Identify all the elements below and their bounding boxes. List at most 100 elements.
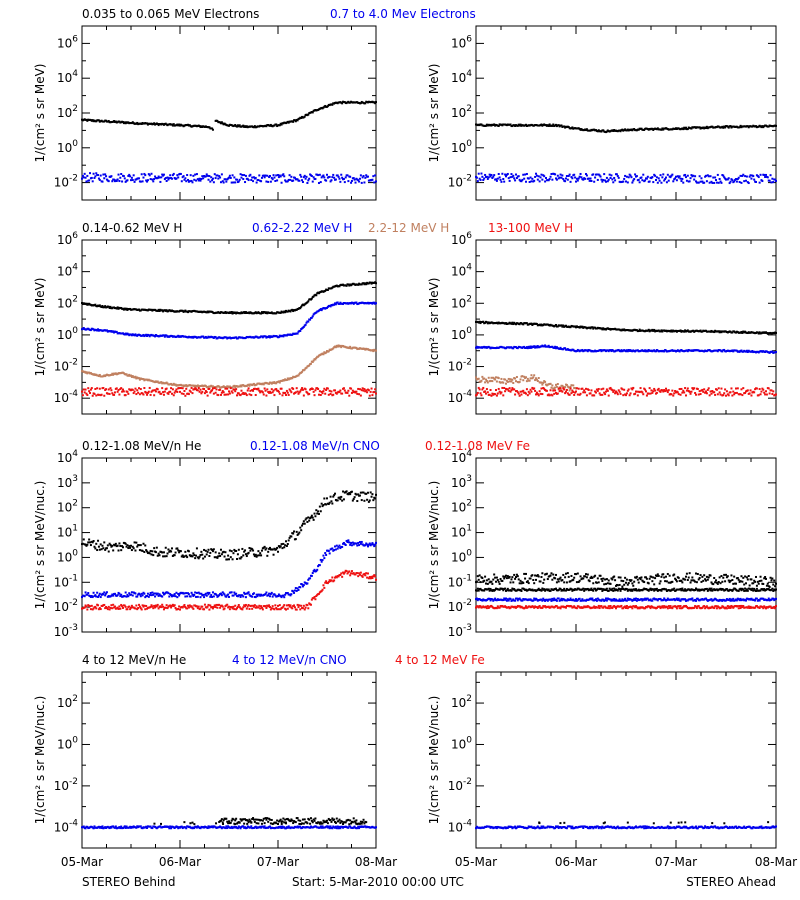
data-point [198, 125, 201, 128]
data-point [139, 544, 142, 547]
data-point [110, 373, 113, 376]
data-point [230, 181, 233, 184]
data-point [193, 554, 196, 557]
data-point [657, 177, 660, 180]
data-point [735, 178, 737, 181]
data-point [341, 392, 344, 395]
data-point [230, 591, 233, 594]
data-point [670, 329, 673, 332]
data-point [185, 554, 188, 557]
data-point [270, 591, 273, 594]
data-point [235, 549, 238, 552]
data-point [307, 113, 310, 116]
y-tick-label: 100 [57, 326, 78, 342]
data-point [707, 175, 710, 178]
data-point [256, 595, 259, 598]
data-point [235, 608, 238, 611]
data-point [103, 394, 106, 397]
data-point [573, 393, 576, 396]
data-point [142, 333, 145, 336]
data-point [255, 181, 258, 184]
data-point [168, 595, 171, 598]
data-point [332, 347, 335, 350]
data-point [487, 376, 490, 379]
data-point [366, 545, 369, 548]
data-point [275, 312, 278, 315]
data-point [98, 607, 101, 610]
series-black-0 [81, 100, 377, 131]
data-point [267, 594, 270, 597]
data-point [302, 604, 305, 607]
data-point [568, 389, 571, 392]
data-point [496, 177, 499, 180]
data-point [274, 179, 277, 182]
data-point [551, 178, 554, 181]
data-point [136, 608, 139, 611]
data-point [305, 321, 308, 324]
data-point [544, 180, 547, 183]
data-point [98, 548, 101, 551]
data-point [127, 547, 130, 550]
data-point [654, 389, 657, 392]
data-point [118, 393, 121, 396]
data-point [162, 391, 165, 394]
data-point [501, 172, 504, 175]
series-red-3 [475, 386, 777, 397]
data-point [729, 180, 732, 183]
data-point [147, 595, 150, 598]
data-point [188, 180, 191, 183]
data-point [368, 499, 371, 502]
data-point [695, 393, 697, 396]
data-point [238, 178, 241, 181]
data-point [86, 119, 89, 122]
data-point [602, 179, 605, 182]
data-point [476, 391, 479, 394]
data-point [162, 551, 165, 554]
data-point [208, 591, 211, 594]
data-point [303, 522, 306, 525]
data-point [309, 603, 312, 606]
data-point [603, 173, 606, 176]
data-point [481, 388, 484, 391]
data-point [304, 323, 307, 326]
data-point [103, 541, 106, 544]
data-point [520, 393, 523, 396]
data-point [649, 392, 652, 395]
data-point [371, 493, 374, 496]
series-black-0 [81, 281, 377, 315]
data-point [331, 176, 334, 179]
data-point [294, 587, 297, 590]
data-point [645, 394, 648, 397]
data-point [84, 543, 87, 546]
data-point [623, 177, 626, 180]
data-point [612, 390, 615, 393]
data-point [212, 595, 215, 598]
data-point [608, 173, 611, 176]
data-point [130, 176, 133, 179]
data-point [545, 389, 548, 392]
data-point [648, 180, 651, 183]
y-tick-label: 10-2 [448, 174, 472, 190]
data-point [515, 173, 517, 176]
data-point [509, 123, 512, 126]
data-point [246, 605, 249, 608]
data-point [99, 543, 102, 546]
data-point [180, 180, 183, 183]
data-point [575, 390, 577, 393]
data-point [336, 174, 339, 177]
data-point [218, 552, 221, 555]
data-point [286, 543, 289, 546]
data-point [211, 550, 214, 553]
data-point [308, 364, 311, 367]
data-point [646, 350, 649, 353]
data-point [310, 598, 313, 601]
data-point [336, 345, 339, 348]
data-point [757, 332, 760, 335]
data-point [488, 173, 491, 176]
data-point [110, 175, 113, 178]
data-point [131, 545, 134, 548]
data-point [86, 393, 89, 396]
data-point [134, 387, 137, 390]
data-point [284, 391, 287, 394]
data-point [263, 176, 266, 179]
